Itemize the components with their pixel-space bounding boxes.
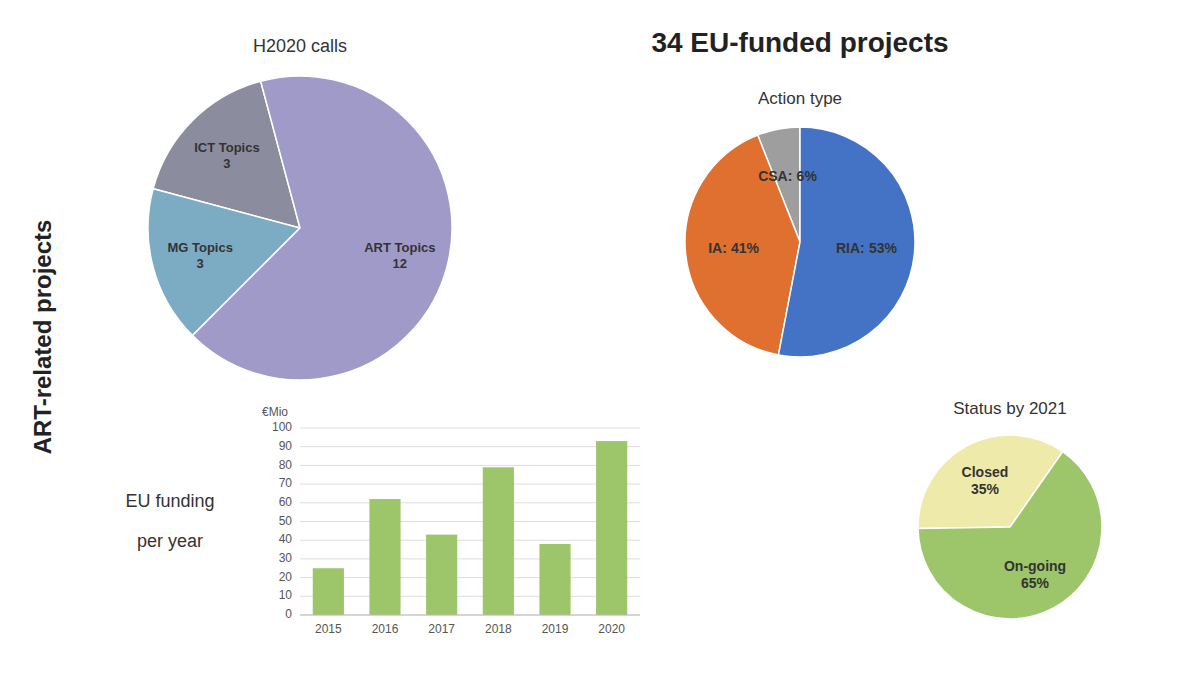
pie-slice <box>778 127 915 357</box>
slice-category: ICT Topics <box>194 140 259 155</box>
slices <box>918 435 1102 619</box>
bar <box>596 441 627 615</box>
x-tick-label: 2020 <box>598 622 625 636</box>
pie-chart: Status by 2021 Closed35% On-going65% <box>918 399 1102 619</box>
grid-line <box>300 484 640 485</box>
grid-line <box>300 428 640 429</box>
slice-label: IA:41% <box>708 240 759 256</box>
grid-line <box>300 540 640 541</box>
y-tick-label: 40 <box>279 532 293 546</box>
slice-value: 65% <box>1021 575 1050 591</box>
slice-value: 53% <box>869 240 898 256</box>
grid-line <box>300 446 640 447</box>
bar <box>539 544 570 615</box>
x-tick-label: 2015 <box>315 622 342 636</box>
pie-slice <box>918 452 1102 619</box>
x-tick-label: 2018 <box>485 622 512 636</box>
slice-category: RIA: <box>836 240 865 256</box>
grid-line <box>300 465 640 466</box>
y-tick-label: 20 <box>279 570 293 584</box>
bar-chart: EU funding per year €Mio 0 10 20 30 40 50 60 70 80 9… <box>125 405 640 636</box>
grid-line <box>300 577 640 578</box>
pie-slice <box>685 135 800 355</box>
x-tick-label: 2019 <box>542 622 569 636</box>
slice-label: RIA:53% <box>836 240 898 256</box>
y-tick-label: 70 <box>279 476 293 490</box>
main-title: 34 EU-funded projects <box>651 27 948 58</box>
pie-slice <box>193 76 452 380</box>
y-axis-label: €Mio <box>262 405 288 419</box>
slice-label: MG Topics3 <box>167 240 232 271</box>
bar <box>369 499 400 615</box>
bar-title: EU funding per year <box>125 491 214 551</box>
slice-category: MG Topics <box>167 240 232 255</box>
slice-labels: CSA: 6% IA:41% RIA:53% <box>708 168 897 256</box>
figure: 34 EU-funded projects ART-related project… <box>0 0 1200 675</box>
grid-line <box>300 502 640 503</box>
side-label: ART-related projects <box>29 220 56 455</box>
y-ticks: 0 10 20 30 40 50 60 70 80 90 100 <box>272 420 292 621</box>
x-ticks: 2015 2016 2017 2018 2019 2020 <box>315 622 625 636</box>
slice-value: 6% <box>797 168 818 184</box>
slices <box>148 76 452 380</box>
slice-category: Closed <box>962 464 1009 480</box>
pie-title: H2020 calls <box>253 36 347 56</box>
background <box>0 0 1200 675</box>
grid-line <box>300 558 640 559</box>
grid-line <box>300 596 640 597</box>
grid-line <box>300 615 640 616</box>
slice-value: 35% <box>971 481 1000 497</box>
slice-value: 41% <box>731 240 760 256</box>
bars <box>313 441 628 615</box>
pie-title: Status by 2021 <box>953 399 1066 418</box>
slice-labels: ICT Topics3MG Topics3ART Topics12 <box>167 140 435 270</box>
x-tick-label: 2017 <box>428 622 455 636</box>
slice-label: On-going65% <box>1004 558 1066 591</box>
slice-category: On-going <box>1004 558 1066 574</box>
bar <box>426 535 457 615</box>
slice-label: ICT Topics3 <box>194 140 259 171</box>
bar-title-line: EU funding <box>125 491 214 511</box>
x-axis-line <box>300 615 640 616</box>
slice-value: 3 <box>197 256 204 271</box>
slice-label: ART Topics12 <box>364 240 435 271</box>
bar <box>483 467 514 615</box>
slice-label: CSA: 6% <box>758 168 817 184</box>
x-tick-label: 2016 <box>372 622 399 636</box>
slice-category: IA: <box>708 240 727 256</box>
slice-value: 12 <box>393 256 407 271</box>
bar <box>313 568 344 615</box>
slices <box>685 127 915 357</box>
y-tick-label: 50 <box>279 514 293 528</box>
y-grid <box>300 428 640 615</box>
slice-category: ART Topics <box>364 240 435 255</box>
y-tick-label: 60 <box>279 495 293 509</box>
y-tick-label: 100 <box>272 420 292 434</box>
bar-title-line: per year <box>137 531 203 551</box>
pie-chart: H2020 callsICT Topics3MG Topics3ART Topi… <box>148 36 452 380</box>
y-tick-label: 10 <box>279 588 293 602</box>
slice-labels: Closed35% On-going65% <box>962 464 1067 591</box>
y-tick-label: 90 <box>279 439 293 453</box>
pie-chart: Action type CSA: 6% IA:41% RIA:53% <box>685 89 915 357</box>
y-tick-label: 80 <box>279 458 293 472</box>
slice-value: 3 <box>223 156 230 171</box>
y-tick-label: 30 <box>279 551 293 565</box>
slice-category: CSA: <box>758 168 792 184</box>
slice-label: Closed35% <box>962 464 1009 497</box>
pie-title: Action type <box>758 89 842 108</box>
grid-line <box>300 521 640 522</box>
y-tick-label: 0 <box>285 607 292 621</box>
